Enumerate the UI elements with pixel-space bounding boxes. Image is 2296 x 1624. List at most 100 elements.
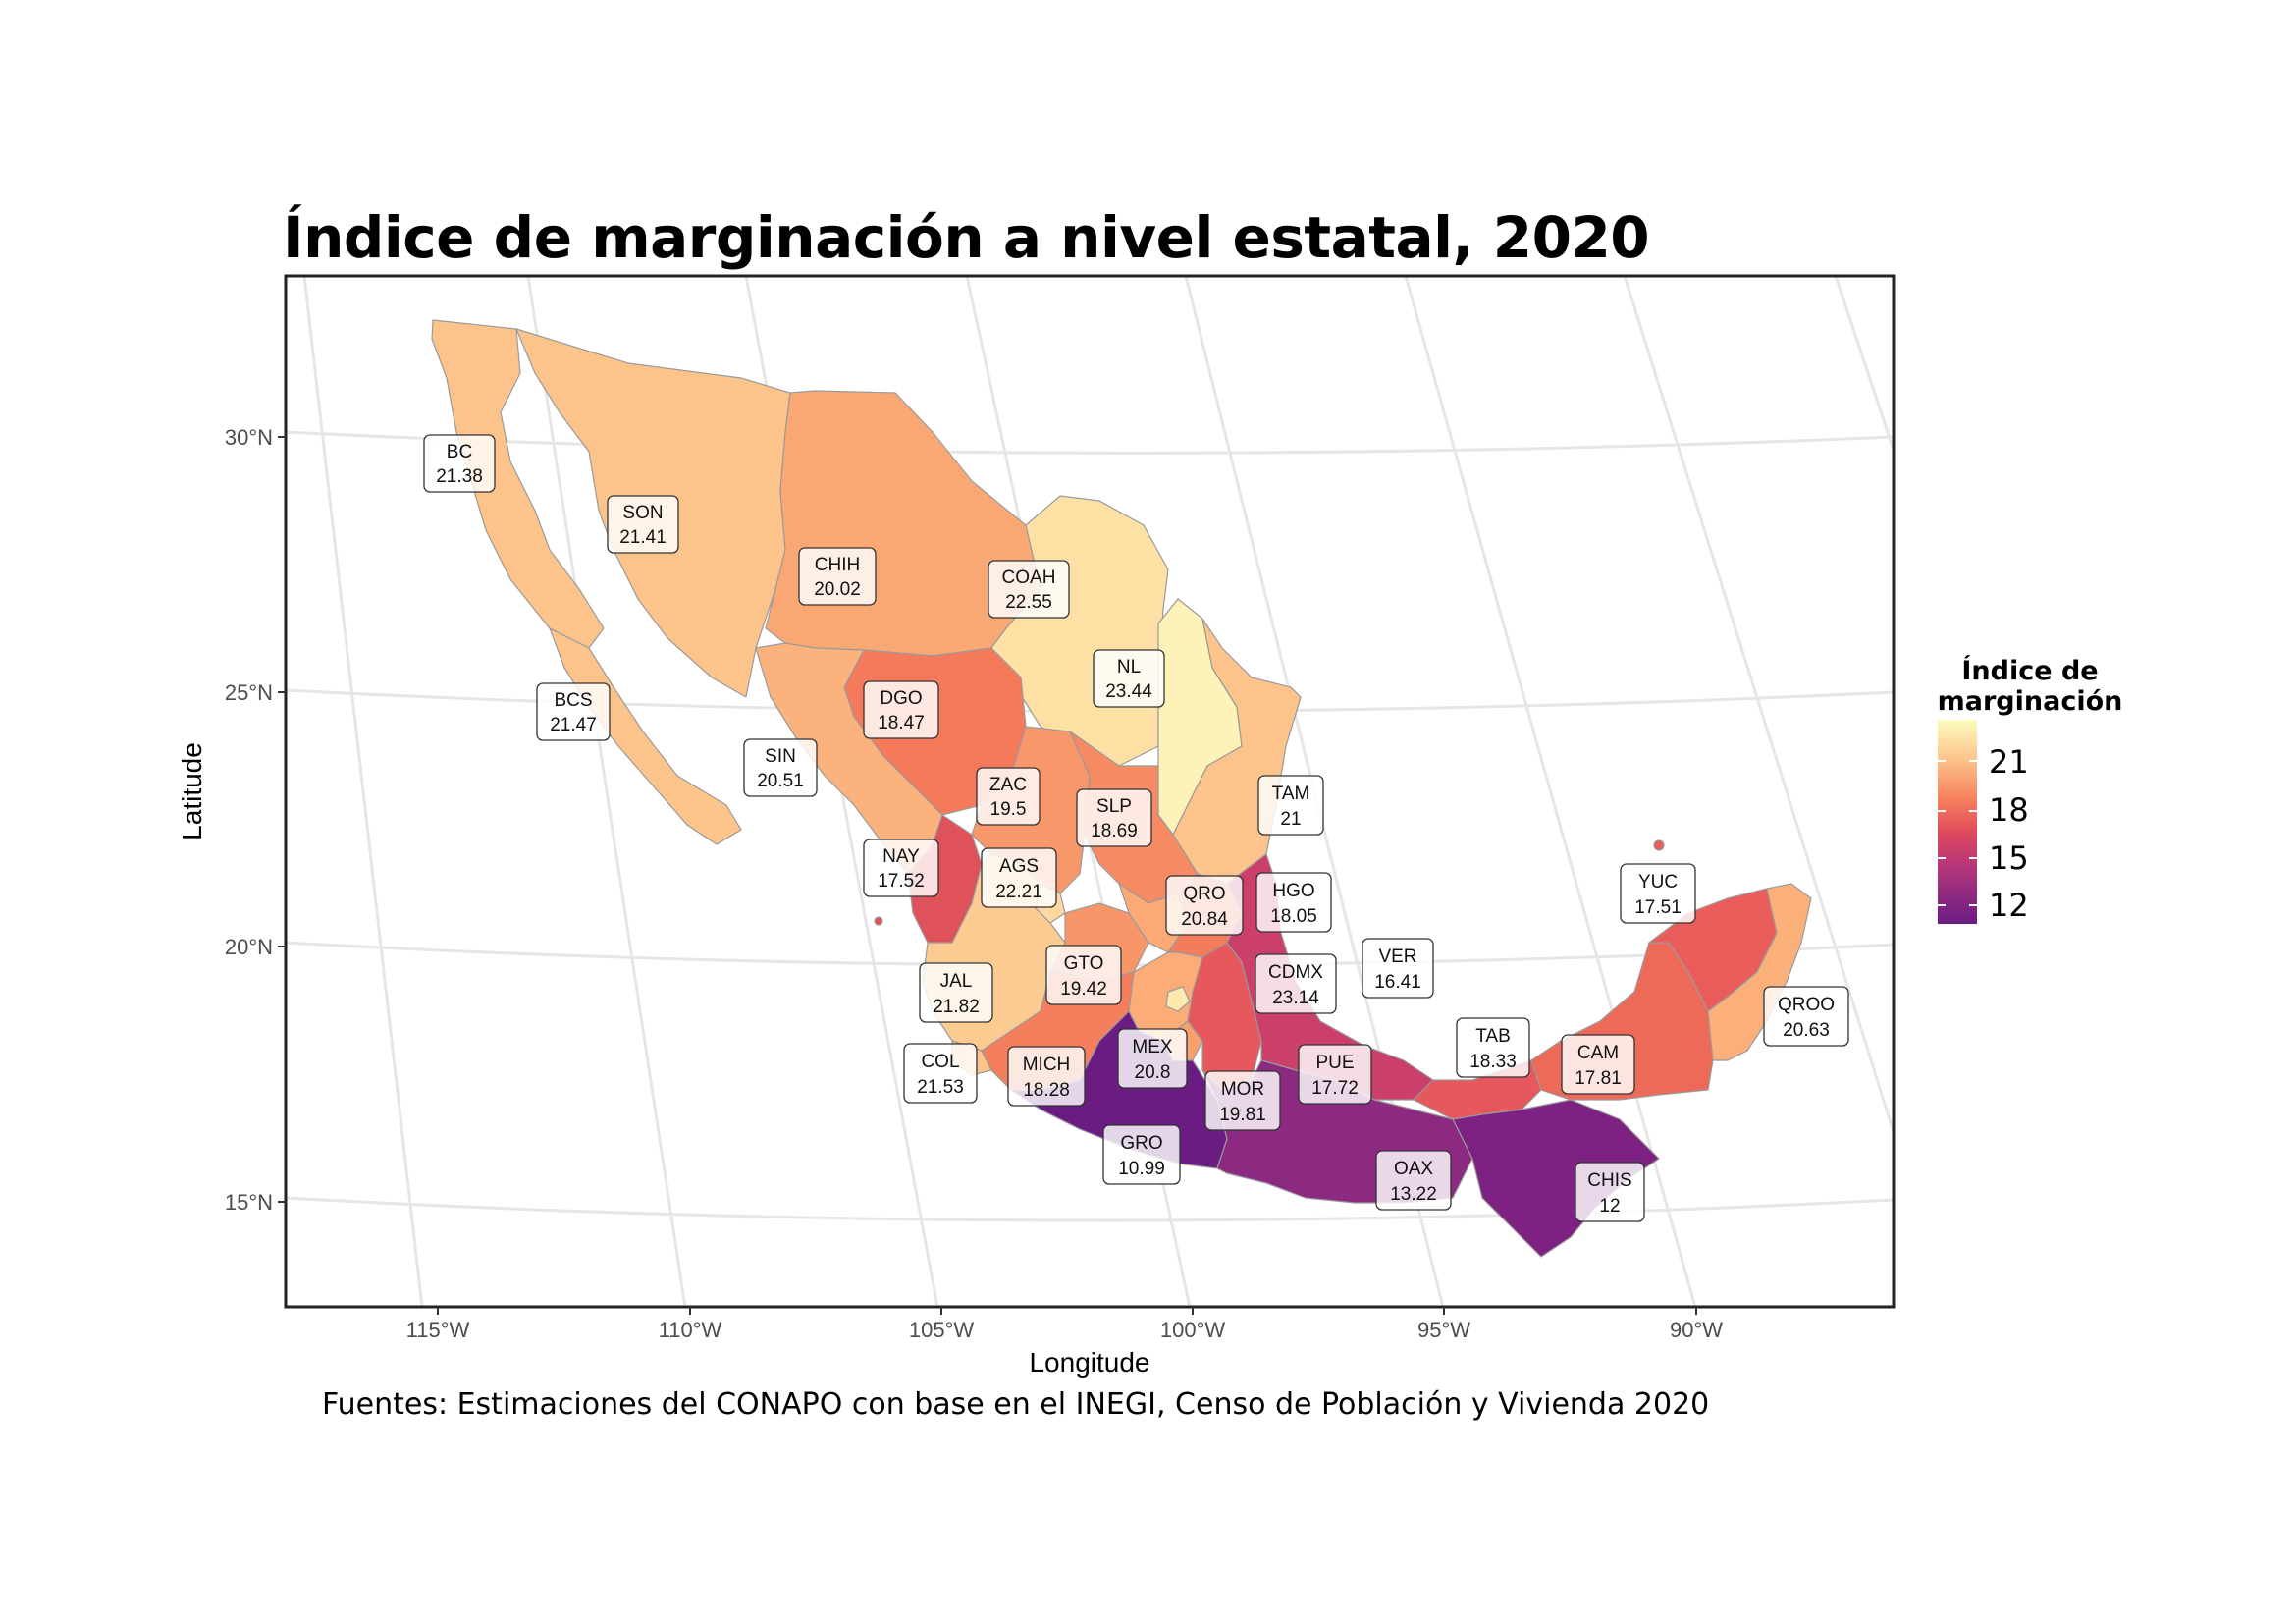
island-shape: [874, 916, 883, 926]
label-coah: COAH 22.55: [988, 560, 1070, 619]
y-tick-label: 20°N: [225, 935, 273, 959]
label-abbr: AGS: [999, 856, 1039, 877]
label-qroo: QROO 20.63: [1763, 986, 1849, 1047]
legend-tick-label: 21: [1989, 743, 2029, 781]
label-mex: MEX 20.8: [1117, 1028, 1188, 1089]
label-value: 16.41: [1374, 972, 1421, 993]
label-value: 18.28: [1023, 1080, 1070, 1101]
legend-colorbar: [1938, 720, 1977, 924]
label-sin: SIN 20.51: [743, 738, 818, 797]
label-abbr: QRO: [1183, 884, 1225, 904]
label-abbr: BC: [447, 442, 472, 462]
label-value: 23.44: [1105, 681, 1152, 702]
state-qroo[interactable]: [1707, 883, 1812, 1061]
label-oax: OAX 13.22: [1375, 1150, 1452, 1211]
y-axis-title: Latitude: [177, 742, 207, 840]
label-tab: TAB 18.33: [1456, 1017, 1530, 1078]
label-abbr: CHIH: [815, 555, 860, 575]
legend-title-line1: Índice de: [1961, 655, 2098, 686]
label-abbr: PUE: [1315, 1053, 1354, 1073]
x-axis: 115°W 110°W 105°W 100°W 95°W 90°W Longit…: [406, 1307, 1723, 1378]
x-tick-label: 95°W: [1417, 1318, 1470, 1342]
label-slp: SLP 18.69: [1076, 788, 1152, 847]
label-value: 13.22: [1390, 1184, 1437, 1205]
label-son: SON 21.41: [607, 495, 679, 554]
label-value: 18.47: [878, 713, 925, 733]
x-tick-label: 100°W: [1160, 1318, 1226, 1342]
label-abbr: JAL: [940, 971, 973, 992]
label-qro: QRO 20.84: [1165, 875, 1244, 936]
map-panel: BC 21.38 SON 21.41 CHIH 20.02 COAH 22.55…: [284, 274, 1896, 1309]
label-value: 21.47: [550, 715, 597, 735]
legend-tick-label: 15: [1989, 839, 2029, 877]
label-abbr: VER: [1378, 947, 1416, 967]
state-labels: BC 21.38 SON 21.41 CHIH 20.02 COAH 22.55…: [423, 434, 1849, 1222]
label-abbr: GRO: [1120, 1133, 1162, 1154]
label-value: 21.41: [619, 527, 667, 548]
x-tick-label: 110°W: [659, 1318, 722, 1342]
source-caption: Fuentes: Estimaciones del CONAPO con bas…: [322, 1387, 1709, 1422]
label-mor: MOR 19.81: [1204, 1070, 1281, 1131]
label-value: 10.99: [1118, 1159, 1165, 1179]
label-value: 17.52: [878, 871, 925, 892]
label-value: 21: [1280, 809, 1301, 830]
label-cdmx: CDMX 23.14: [1255, 953, 1337, 1014]
label-tam: TAM 21: [1257, 775, 1324, 836]
label-abbr: QROO: [1778, 995, 1835, 1015]
y-tick-label: 30°N: [225, 425, 273, 450]
label-chih: CHIH 20.02: [798, 547, 877, 606]
label-ags: AGS 22.21: [981, 847, 1057, 908]
label-dgo: DGO 18.47: [863, 680, 939, 739]
label-value: 20.02: [814, 579, 861, 600]
label-abbr: YUC: [1638, 872, 1678, 893]
label-abbr: GTO: [1064, 953, 1104, 974]
island-shape: [1653, 839, 1665, 851]
label-gro: GRO 10.99: [1102, 1124, 1181, 1185]
label-abbr: MEX: [1132, 1037, 1173, 1057]
label-yuc: YUC 17.51: [1620, 863, 1696, 924]
label-abbr: ZAC: [989, 775, 1027, 795]
label-hgo: HGO 18.05: [1255, 872, 1332, 933]
label-abbr: SLP: [1096, 796, 1132, 817]
label-abbr: MICH: [1023, 1055, 1071, 1075]
label-gto: GTO 19.42: [1045, 945, 1122, 1005]
label-abbr: DGO: [880, 688, 922, 709]
label-value: 19.81: [1219, 1105, 1266, 1125]
label-abbr: NL: [1117, 657, 1141, 677]
y-tick-label: 25°N: [225, 680, 273, 705]
label-mich: MICH 18.28: [1007, 1046, 1086, 1107]
legend-tick-label: 18: [1989, 791, 2029, 829]
label-abbr: TAB: [1475, 1026, 1511, 1047]
label-value: 17.81: [1575, 1068, 1622, 1089]
state-cdmx[interactable]: [1165, 986, 1191, 1012]
label-value: 21.82: [933, 997, 980, 1017]
label-abbr: OAX: [1394, 1159, 1433, 1179]
label-jal: JAL 21.82: [919, 962, 993, 1023]
x-tick-label: 105°W: [909, 1318, 975, 1342]
label-abbr: NAY: [882, 846, 920, 867]
label-value: 17.51: [1634, 897, 1682, 918]
label-abbr: COL: [921, 1052, 959, 1072]
label-value: 21.53: [917, 1077, 964, 1098]
label-value: 22.21: [995, 882, 1042, 902]
state-bc[interactable]: [431, 319, 605, 649]
label-value: 18.69: [1091, 821, 1138, 841]
legend-title-line2: marginación: [1938, 686, 2123, 717]
legend: Índice de marginación 21 18 15 12: [1938, 655, 2123, 924]
label-value: 20.51: [757, 771, 804, 791]
label-value: 22.55: [1005, 592, 1052, 613]
label-abbr: MOR: [1221, 1079, 1264, 1100]
y-axis: 30°N 25°N 20°N 15°N Latitude: [177, 425, 286, 1215]
label-value: 20.84: [1181, 909, 1228, 930]
label-value: 17.72: [1311, 1078, 1359, 1099]
label-value: 23.14: [1272, 988, 1319, 1008]
label-nay: NAY 17.52: [863, 839, 939, 897]
y-tick-label: 15°N: [225, 1190, 273, 1215]
map-title: Índice de marginación a nivel estatal, 2…: [283, 203, 1649, 271]
label-value: 12: [1599, 1196, 1620, 1217]
label-abbr: SON: [622, 503, 663, 523]
label-nl: NL 23.44: [1093, 649, 1165, 708]
x-axis-title: Longitude: [1029, 1347, 1149, 1378]
label-pue: PUE 17.72: [1298, 1044, 1372, 1105]
label-abbr: HGO: [1272, 881, 1314, 901]
